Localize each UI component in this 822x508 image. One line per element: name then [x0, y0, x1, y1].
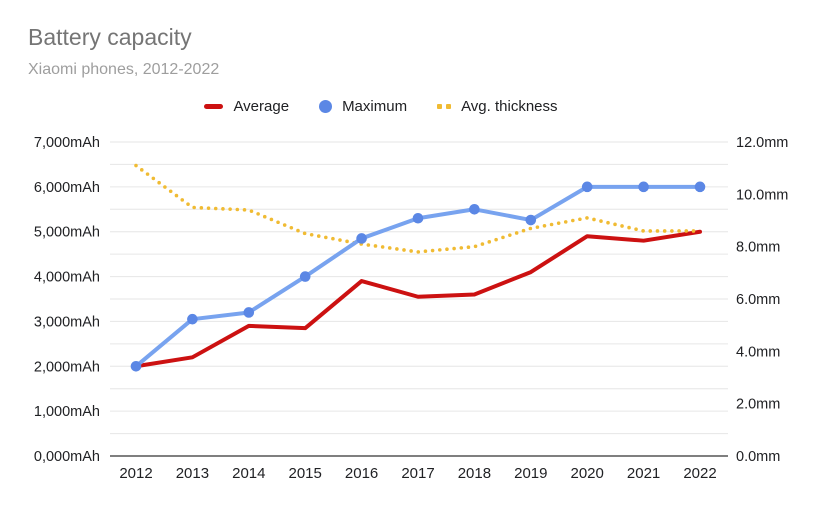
series-maximum-marker	[469, 203, 480, 215]
series-maximum-marker	[581, 181, 593, 193]
x-axis-label: 2019	[514, 465, 547, 482]
x-axis-label: 2016	[345, 465, 378, 482]
y-axis-label-right: 6.0mm	[736, 292, 780, 308]
x-axis-label: 2015	[289, 465, 322, 482]
y-axis-label-left: 6,000mAh	[34, 180, 100, 196]
series-maximum-marker	[694, 181, 706, 193]
chart-subtitle: Xiaomi phones, 2012-2022	[28, 61, 220, 78]
y-axis-label-left: 1,000mAh	[34, 404, 100, 420]
chart-title: Battery capacity	[28, 24, 192, 50]
x-axis-label: 2013	[176, 465, 209, 482]
x-axis-label: 2022	[683, 465, 716, 482]
y-axis-label-left: 3,000mAh	[34, 314, 100, 330]
series-maximum-marker	[243, 307, 255, 318]
legend-label: Maximum	[342, 98, 408, 115]
maximum-circle-swatch-icon	[319, 100, 333, 113]
y-axis-label-right: 10.0mm	[736, 187, 788, 203]
legend-label: Average	[233, 98, 290, 115]
legend-item-thickness: Avg. thickness	[437, 98, 558, 115]
y-axis-label-right: 2.0mm	[736, 397, 780, 413]
x-axis-label: 2012	[119, 465, 152, 482]
y-axis-label-right: 0.0mm	[736, 449, 780, 465]
y-axis-label-left: 5,000mAh	[34, 225, 100, 241]
average-line-swatch-icon	[204, 104, 224, 109]
y-axis-label-right: 8.0mm	[736, 240, 780, 256]
y-axis-label-left: 2,000mAh	[34, 359, 100, 375]
thickness-dots-swatch-icon	[437, 104, 452, 109]
legend-item-maximum: Maximum	[319, 98, 407, 115]
series-maximum-marker	[187, 313, 198, 325]
series-maximum-marker	[638, 181, 649, 193]
series-average-line	[134, 229, 702, 369]
y-axis-label-left: 4,000mAh	[34, 270, 100, 286]
y-axis-label-right: 12.0mm	[736, 135, 788, 151]
x-axis-label: 2021	[627, 465, 660, 482]
series-maximum-marker	[356, 233, 367, 244]
chart-legend: Average Maximum Avg. thickness	[0, 98, 762, 115]
legend-item-average: Average	[204, 98, 289, 115]
series-maximum-marker	[412, 212, 424, 224]
y-axis-label-left: 0,000mAh	[34, 449, 100, 465]
series-maximum-marker	[130, 360, 142, 372]
series-maximum-marker	[525, 214, 537, 226]
x-axis-label: 2017	[401, 465, 434, 482]
y-axis-label-left: 7,000mAh	[34, 135, 100, 151]
y-axis-label-right: 4.0mm	[736, 344, 780, 360]
legend-label: Avg. thickness	[461, 98, 558, 115]
series-maximum-marker	[299, 271, 311, 282]
x-axis-label: 2014	[232, 465, 265, 482]
x-axis-label: 2020	[571, 465, 604, 482]
series-thickness-line	[134, 163, 702, 254]
x-axis-label: 2018	[458, 465, 491, 482]
